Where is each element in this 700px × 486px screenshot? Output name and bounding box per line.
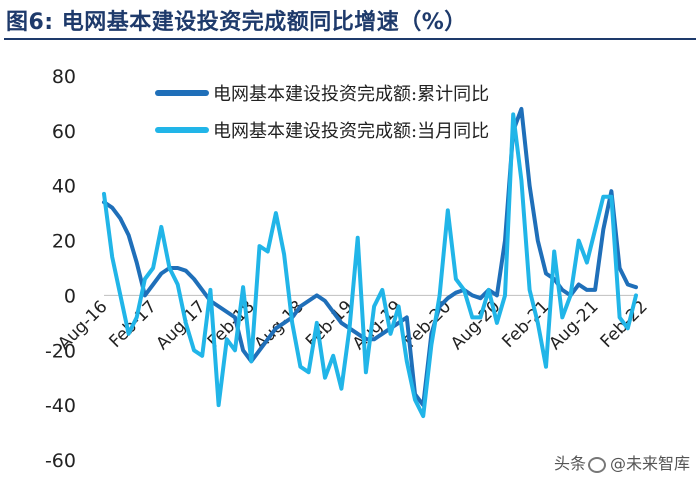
legend-label: 电网基本建设投资完成额:累计同比 <box>213 84 489 105</box>
y-tick-label: -20 <box>45 340 76 362</box>
x-tick-label: Aug-21 <box>545 297 602 354</box>
y-tick-label: 60 <box>52 121 76 143</box>
x-tick-label: Aug-16 <box>54 297 111 354</box>
watermark-right: @未来智库 <box>609 454 690 473</box>
wechat-icon <box>587 456 606 473</box>
y-tick-label: -60 <box>45 450 76 472</box>
series-lines <box>102 106 638 419</box>
x-tick-label: Aug-20 <box>447 297 504 354</box>
y-tick-label: 20 <box>52 231 76 253</box>
title-bar: 图6: 电网基本建设投资完成额同比增速（%） <box>0 0 700 40</box>
title-underline <box>4 38 696 40</box>
y-tick-label: 0 <box>64 285 76 307</box>
watermark-left: 头条 <box>553 454 586 473</box>
chart-title: 图6: 电网基本建设投资完成额同比增速（%） <box>6 10 467 35</box>
y-tick-label: 40 <box>52 176 76 198</box>
series-line-monthly <box>102 112 638 419</box>
y-tick-label: 80 <box>52 66 76 88</box>
y-axis: -60 -40 -20 0 20 40 60 80 <box>45 66 76 472</box>
x-tick-label: Feb-21 <box>498 297 553 352</box>
watermark: 头条 @未来智库 <box>554 450 690 474</box>
legend-label: 电网基本建设投资完成额:当月同比 <box>213 121 489 142</box>
y-tick-label: -40 <box>45 395 76 417</box>
